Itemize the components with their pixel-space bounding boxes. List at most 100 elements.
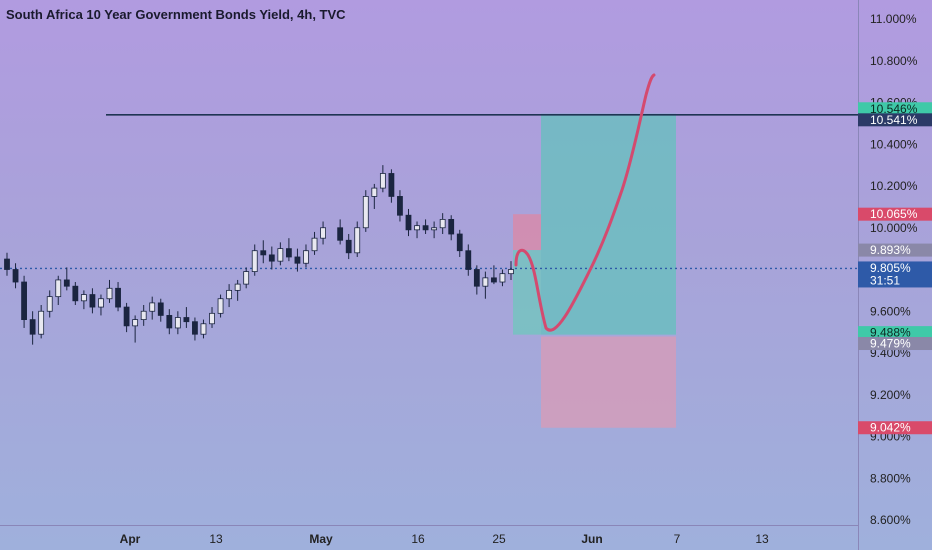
candle bbox=[414, 225, 420, 231]
x-tick-label: 25 bbox=[492, 532, 506, 546]
candle bbox=[166, 315, 173, 329]
price-tag-label: 9.805% bbox=[870, 261, 911, 275]
candle bbox=[320, 227, 326, 239]
candle bbox=[303, 250, 309, 264]
candle bbox=[183, 317, 190, 323]
projection-drawing[interactable] bbox=[514, 73, 656, 332]
candle bbox=[422, 225, 429, 231]
price-tag-label: 9.488% bbox=[870, 326, 911, 340]
candle bbox=[508, 269, 514, 275]
candle bbox=[46, 296, 53, 312]
candle bbox=[371, 187, 378, 197]
candle bbox=[448, 218, 455, 235]
price-tag-label: 10.546% bbox=[870, 102, 918, 116]
candle bbox=[80, 294, 87, 302]
candle bbox=[140, 310, 147, 320]
candle bbox=[63, 279, 70, 287]
countdown-label: 31:51 bbox=[870, 273, 900, 287]
candle bbox=[192, 321, 198, 335]
candle bbox=[405, 214, 412, 231]
x-tick-label: Jun bbox=[581, 532, 602, 546]
y-tick-label: 11.000% bbox=[870, 12, 917, 26]
price-tag-label: 9.893% bbox=[870, 243, 911, 257]
price-tag bbox=[858, 337, 932, 351]
candle bbox=[439, 218, 446, 229]
candle bbox=[4, 258, 10, 270]
candle bbox=[362, 196, 369, 229]
price-tag-label: 10.541% bbox=[870, 113, 918, 127]
candle bbox=[268, 254, 275, 262]
candle bbox=[234, 283, 241, 291]
candle bbox=[499, 273, 506, 283]
candle bbox=[132, 319, 139, 327]
candle bbox=[243, 271, 250, 285]
candle bbox=[482, 277, 489, 287]
candle bbox=[473, 269, 480, 287]
y-tick-label: 10.000% bbox=[870, 221, 918, 235]
candle bbox=[157, 302, 164, 316]
y-tick-label: 8.800% bbox=[870, 471, 911, 485]
time-axis-divider bbox=[0, 525, 858, 526]
candle bbox=[115, 287, 121, 308]
candle bbox=[12, 269, 19, 283]
candle bbox=[251, 250, 258, 272]
y-tick-label: 10.400% bbox=[870, 137, 918, 151]
price-tag bbox=[858, 102, 932, 116]
x-tick-label: 13 bbox=[209, 532, 223, 546]
candle bbox=[209, 312, 215, 325]
candle bbox=[431, 227, 438, 231]
candle bbox=[217, 298, 224, 314]
chart-title: South Africa 10 Year Government Bonds Yi… bbox=[6, 7, 346, 22]
candle bbox=[311, 237, 318, 252]
candle bbox=[89, 294, 96, 308]
candle bbox=[38, 310, 45, 335]
x-tick-label: Apr bbox=[120, 532, 141, 546]
candle bbox=[379, 173, 386, 189]
price-tag-label: 9.042% bbox=[870, 421, 911, 435]
price-tag bbox=[858, 113, 932, 127]
x-tick-label: 7 bbox=[674, 532, 681, 546]
candle bbox=[491, 277, 497, 283]
candle bbox=[465, 250, 472, 270]
candle bbox=[260, 250, 267, 256]
x-tick-label: 16 bbox=[411, 532, 425, 546]
y-tick-label: 8.600% bbox=[870, 513, 911, 527]
y-tick-label: 10.200% bbox=[870, 179, 918, 193]
candle bbox=[456, 233, 463, 252]
candle bbox=[226, 289, 233, 300]
candle bbox=[29, 319, 36, 335]
candle bbox=[285, 248, 292, 258]
candle bbox=[397, 196, 403, 216]
price-tag bbox=[858, 326, 932, 340]
price-tag-label: 9.479% bbox=[870, 337, 911, 351]
candle bbox=[294, 256, 301, 264]
x-tick-label: May bbox=[309, 532, 333, 546]
candle bbox=[174, 317, 181, 329]
candle bbox=[72, 285, 79, 302]
price-tag bbox=[858, 243, 932, 257]
candle bbox=[200, 323, 207, 335]
price-tag bbox=[858, 261, 932, 288]
short-position-stop-zone[interactable] bbox=[513, 214, 541, 251]
short-position-profit-zone[interactable] bbox=[513, 250, 541, 335]
candle bbox=[21, 281, 27, 320]
price-tag bbox=[858, 207, 932, 221]
y-tick-label: 9.600% bbox=[870, 304, 911, 318]
candle bbox=[277, 248, 284, 262]
candle bbox=[388, 173, 395, 197]
candle bbox=[149, 302, 156, 312]
price-tag bbox=[858, 421, 932, 435]
candle bbox=[354, 227, 361, 254]
long-position-stop-zone[interactable] bbox=[541, 336, 676, 428]
y-tick-label: 9.200% bbox=[870, 388, 911, 402]
candle bbox=[55, 279, 62, 298]
x-tick-label: 13 bbox=[755, 532, 769, 546]
candle bbox=[345, 239, 352, 254]
candle bbox=[337, 227, 344, 241]
candle bbox=[123, 306, 130, 327]
candle bbox=[98, 298, 104, 308]
y-tick-label: 10.800% bbox=[870, 54, 918, 68]
candle bbox=[106, 287, 113, 300]
